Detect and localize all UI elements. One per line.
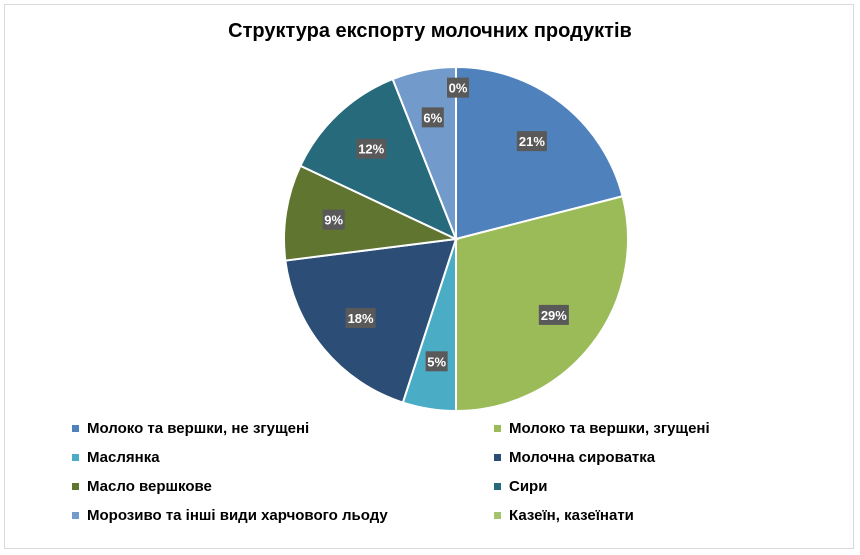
data-label-box: [538, 304, 569, 325]
data-label-text: 18%: [348, 311, 374, 326]
legend-label: Казеїн, казеїнати: [509, 507, 634, 524]
data-label-3: 5%: [425, 351, 448, 372]
data-label-box: [421, 107, 444, 128]
legend-item-5: Масло вершкове: [72, 478, 212, 495]
legend-label: Масло вершкове: [87, 478, 212, 495]
data-label-box: [345, 307, 376, 328]
data-label-box: [516, 131, 547, 152]
legend-label: Морозиво та інші види харчового льоду: [87, 507, 388, 524]
pie-slice-5: [283, 164, 460, 262]
data-label-box: [356, 138, 387, 159]
legend-swatch: [72, 425, 79, 432]
data-label-text: 5%: [427, 354, 446, 369]
legend-label: Молоко та вершки, не згущені: [87, 420, 310, 437]
legend-swatch: [72, 454, 79, 461]
legend-swatch: [494, 512, 501, 519]
data-label-2: 29%: [538, 304, 569, 325]
legend-label: Молоко та вершки, згущені: [509, 420, 710, 437]
data-label-1: 21%: [516, 131, 547, 152]
data-label-box: [447, 77, 469, 98]
data-label-4: 18%: [345, 307, 376, 328]
legend-label: Сири: [509, 478, 548, 495]
legend-item-8: Казеїн, казеїнати: [494, 507, 634, 524]
legend-swatch: [72, 483, 79, 490]
data-label-box: [322, 209, 345, 230]
data-label-text: 6%: [423, 110, 442, 125]
legend-label: Маслянка: [87, 449, 160, 466]
legend-item-1: Молоко та вершки, не згущені: [72, 420, 309, 437]
legend-swatch: [494, 483, 501, 490]
pie-slice-2: [455, 195, 629, 413]
legend-swatch: [494, 454, 501, 461]
data-label-text: 9%: [324, 213, 343, 228]
data-label-5: 9%: [322, 209, 345, 230]
data-label-box: [425, 351, 448, 372]
data-label-7: 6%: [421, 107, 444, 128]
data-label-text: 29%: [541, 308, 567, 323]
data-label-text: 12%: [358, 142, 384, 157]
data-label-text: 0%: [449, 81, 468, 96]
legend-swatch: [72, 512, 79, 519]
data-label-6: 12%: [356, 138, 387, 159]
legend-item-3: Маслянка: [72, 449, 160, 466]
data-label-text: 21%: [519, 134, 545, 149]
chart-title: Структура експорту молочних продуктів: [228, 20, 632, 42]
legend-item-6: Сири: [494, 478, 547, 495]
legend-item-2: Молоко та вершки, згущені: [494, 420, 710, 437]
data-label-8: 0%: [447, 77, 469, 98]
legend-item-7: Морозиво та інші види харчового льоду: [72, 507, 388, 524]
legend-item-4: Молочна сироватка: [494, 449, 655, 466]
pie-slice-6: [299, 77, 458, 241]
legend-swatch: [494, 425, 501, 432]
legend-label: Молочна сироватка: [509, 449, 656, 466]
pie-slice-1: [455, 65, 624, 241]
